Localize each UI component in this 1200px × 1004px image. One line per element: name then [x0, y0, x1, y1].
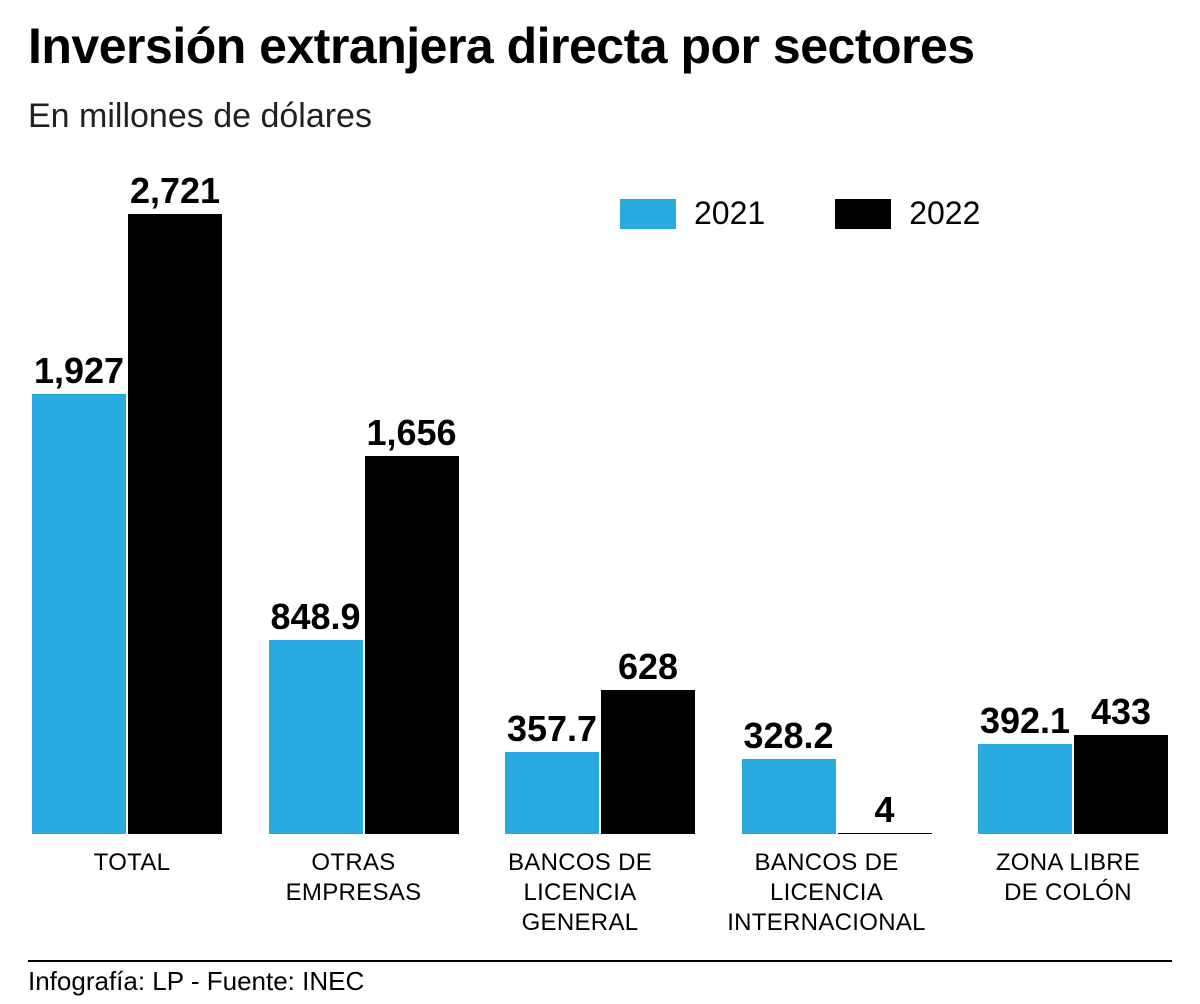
bar-wrap: 2,721	[128, 170, 222, 834]
bar-value-label: 357.7	[507, 708, 597, 750]
bar-groups: 1,9272,721848.91,656357.7628328.24392.14…	[28, 154, 1172, 834]
bar-group: 328.24	[742, 715, 932, 834]
bar-2022	[838, 833, 932, 834]
bar-wrap: 1,927	[32, 350, 126, 833]
bar-group: 1,927 2,721	[32, 170, 222, 834]
bar-2022	[365, 456, 459, 833]
bar-wrap: 848.9	[269, 596, 363, 833]
bar-2021	[978, 744, 1072, 833]
bar-value-label: 1,656	[366, 412, 456, 454]
bar-wrap: 1,656	[365, 412, 459, 833]
chart-footer: Infografía: LP - Fuente: INEC	[28, 962, 1172, 997]
bar-2022	[128, 214, 222, 834]
bar-value-label: 433	[1091, 691, 1151, 733]
bar-2021	[32, 394, 126, 833]
x-axis-label: BANCOS DELICENCIAGENERAL	[475, 848, 685, 938]
bar-2022	[601, 690, 695, 833]
bar-wrap: 433	[1074, 691, 1168, 834]
bar-value-label: 628	[618, 646, 678, 688]
bar-wrap: 328.2	[742, 715, 836, 834]
bar-value-label: 2,721	[130, 170, 220, 212]
x-axis-labels: TOTALOTRASEMPRESASBANCOS DELICENCIAGENER…	[28, 834, 1172, 938]
x-axis-label: TOTAL	[32, 848, 232, 938]
bar-wrap: 392.1	[978, 700, 1072, 833]
chart-subtitle: En millones de dólares	[28, 97, 1172, 136]
bar-2021	[505, 752, 599, 834]
bar-2021	[269, 640, 363, 833]
bar-value-label: 392.1	[980, 700, 1070, 742]
bar-value-label: 4	[874, 789, 894, 831]
bar-2022	[1074, 735, 1168, 834]
x-axis-label: ZONA LIBREDE COLÓN	[968, 848, 1168, 938]
bar-wrap: 4	[838, 789, 932, 834]
x-axis-label: BANCOS DELICENCIAINTERNACIONAL	[707, 848, 947, 938]
bar-group: 357.7 628	[505, 646, 695, 833]
bar-2021	[742, 759, 836, 834]
bar-wrap: 628	[601, 646, 695, 833]
chart-title: Inversión extranjera directa por sectore…	[28, 20, 1172, 73]
bar-value-label: 1,927	[34, 350, 124, 392]
bar-value-label: 328.2	[743, 715, 833, 757]
x-axis-label: OTRASEMPRESAS	[254, 848, 454, 938]
bar-group: 392.1 433	[978, 691, 1168, 834]
bar-value-label: 848.9	[270, 596, 360, 638]
bar-group: 848.9 1,656	[269, 412, 459, 833]
chart-plot-area: 1,9272,721848.91,656357.7628328.24392.14…	[28, 154, 1172, 834]
bar-wrap: 357.7	[505, 708, 599, 834]
